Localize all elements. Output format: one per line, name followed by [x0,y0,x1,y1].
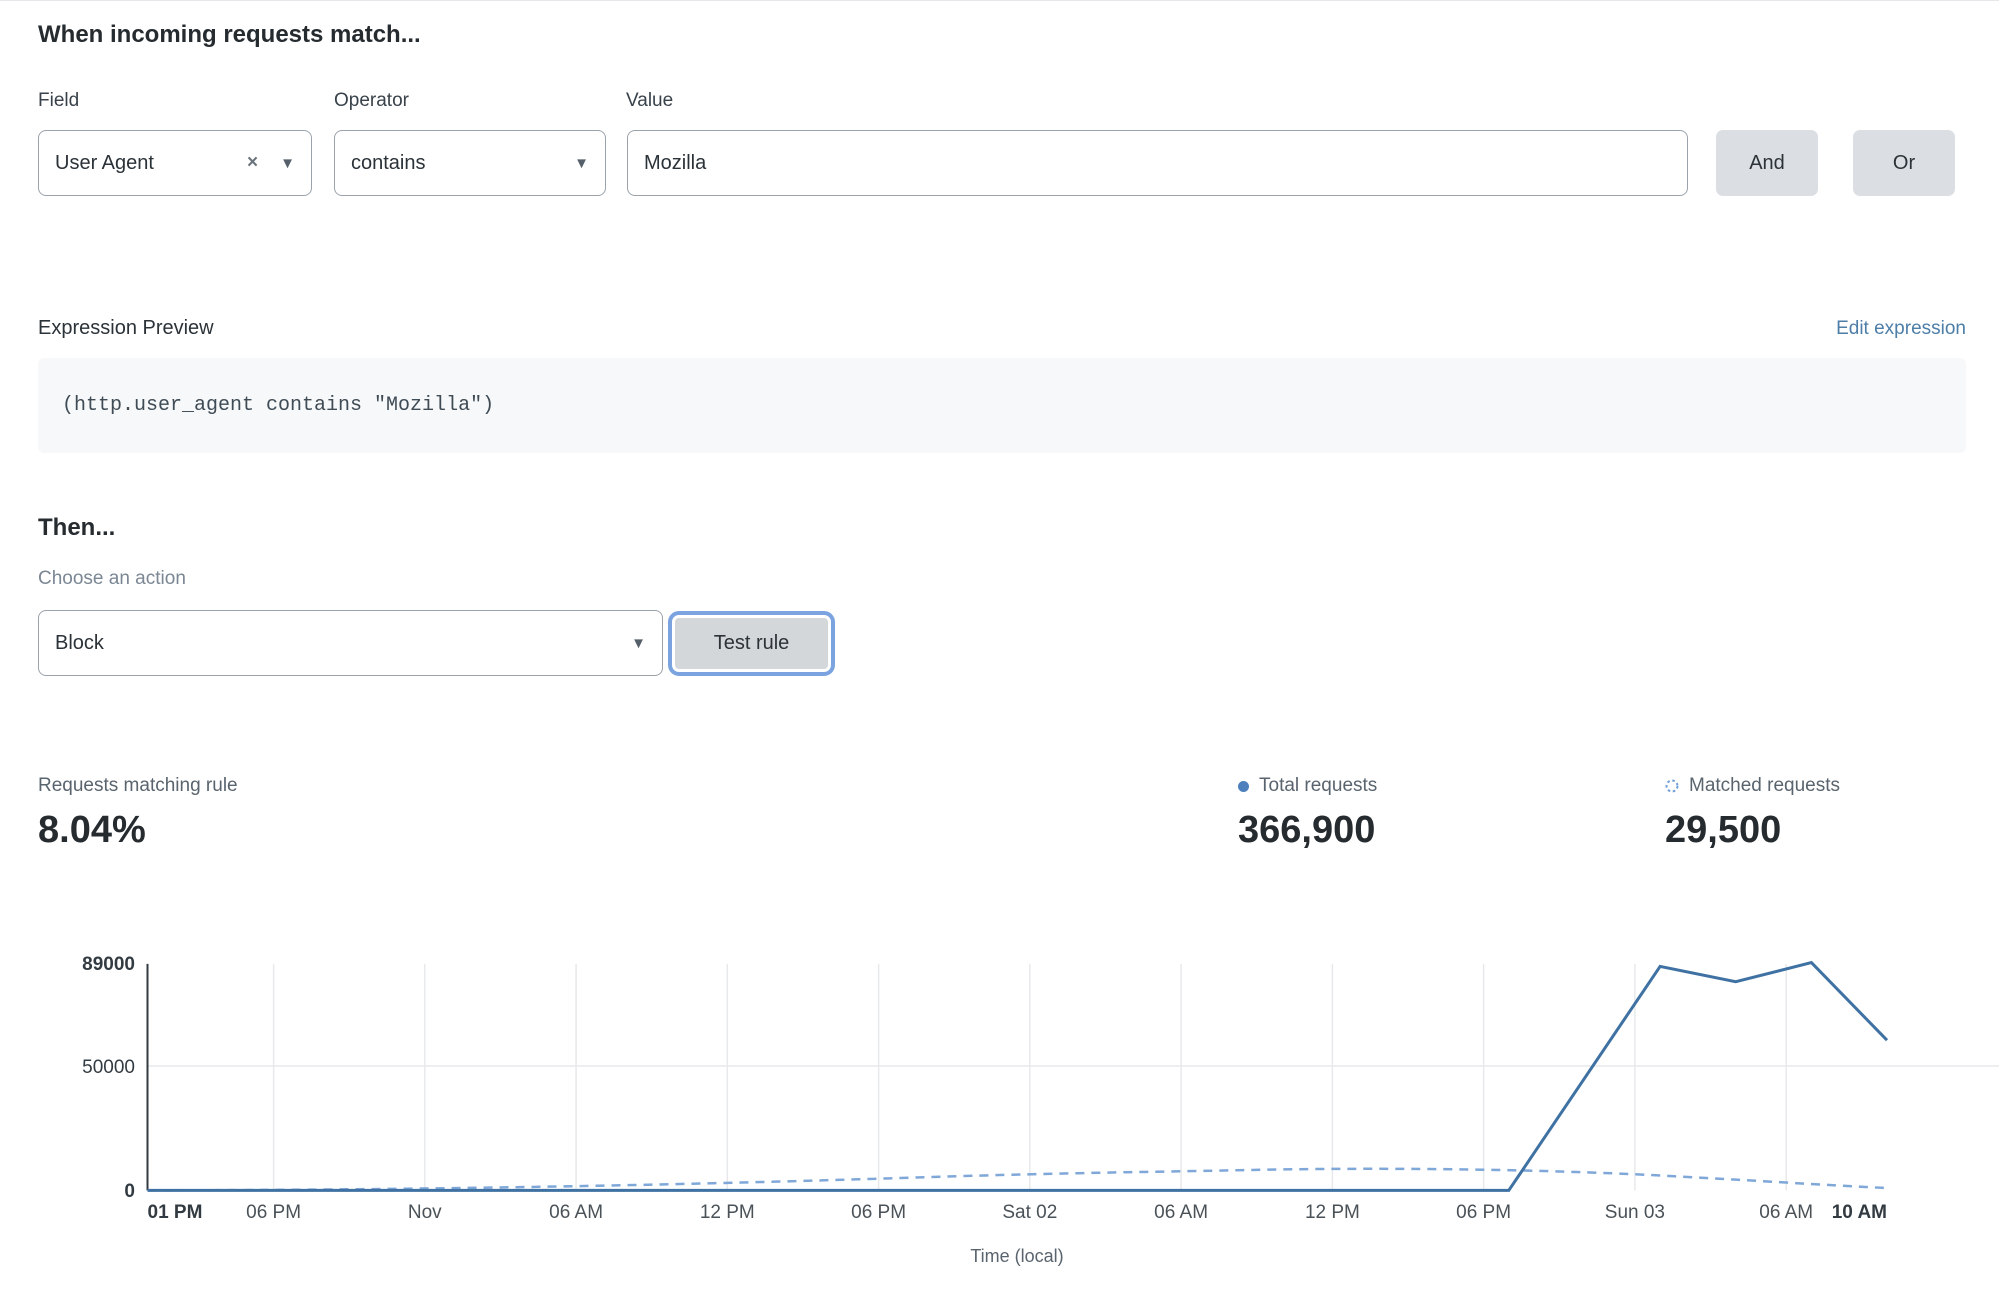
svg-text:Time (local): Time (local) [970,1246,1063,1266]
svg-text:12 PM: 12 PM [1305,1202,1360,1223]
svg-text:06 AM: 06 AM [549,1202,603,1223]
svg-text:12 PM: 12 PM [700,1202,755,1223]
svg-text:06 AM: 06 AM [1759,1202,1813,1223]
svg-text:50000: 50000 [82,1057,135,1078]
svg-text:10 AM: 10 AM [1832,1202,1887,1223]
svg-text:0: 0 [124,1181,135,1202]
svg-text:89000: 89000 [82,954,135,975]
svg-text:Nov: Nov [408,1202,442,1223]
svg-text:06 PM: 06 PM [1456,1202,1511,1223]
svg-text:01 PM: 01 PM [148,1202,203,1223]
svg-text:Sat 02: Sat 02 [1002,1202,1057,1223]
svg-text:06 PM: 06 PM [851,1202,906,1223]
svg-text:06 PM: 06 PM [246,1202,301,1223]
svg-text:Sun 03: Sun 03 [1605,1202,1665,1223]
svg-text:06 AM: 06 AM [1154,1202,1208,1223]
